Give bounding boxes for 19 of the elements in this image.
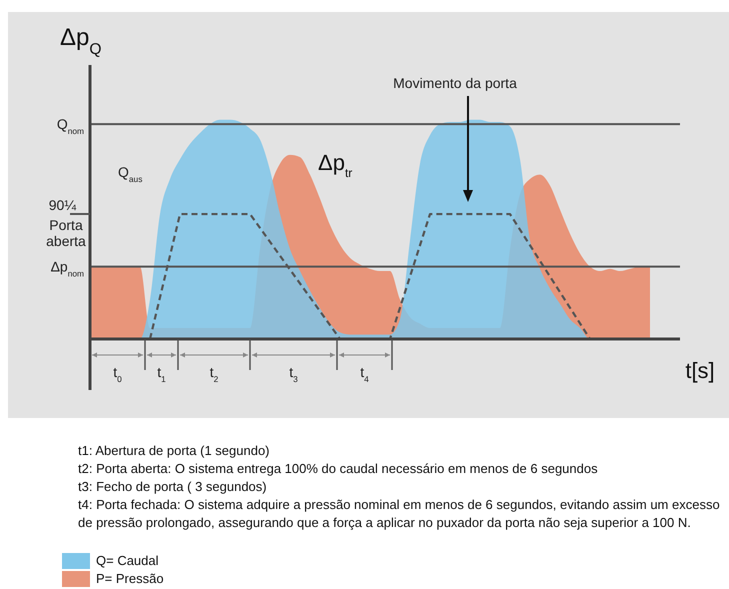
text: t$_{4}$ xyxy=(360,364,370,384)
text: t$_{2}$ xyxy=(210,364,219,384)
text: 90¼ Porta aberta xyxy=(46,197,86,249)
ref-line-label: Q$_{nom}$ xyxy=(56,116,84,136)
x-axis-title: t[s] xyxy=(685,358,715,383)
text: t3: Fecho de porta ( 3 segundos) xyxy=(78,478,268,496)
legend-label: Q= Caudal xyxy=(96,552,159,570)
legend-label: P= Pressão xyxy=(96,570,164,588)
text: t$_{1}$ xyxy=(157,364,166,384)
ref-line-label: Δp$_{nom}$ xyxy=(50,258,84,279)
text: t1: Abertura de porta (1 segundo) xyxy=(78,442,271,460)
text: t$_{0}$ xyxy=(113,364,122,384)
text: Movimento da porta xyxy=(393,75,518,91)
annotation: Δp$_{tr}$ xyxy=(318,150,352,180)
annotation: Q$_{aus}$ xyxy=(118,164,142,184)
y-axis-title: Δp$_{Q}$ xyxy=(60,24,102,58)
text: t$_{3}$ xyxy=(289,364,298,384)
text: t4: Porta fechada: O sistema adquire a pressão nominal em menos de 6 segundos, evitando assim um excesso de pressão prolongado, assegurando que a força a aplicar no puxador da porta não seja superior a 100 N. xyxy=(78,496,721,532)
text: t2: Porta aberta: O sistema entrega 100% do caudal necessário em menos de 6 segundos xyxy=(78,460,599,478)
